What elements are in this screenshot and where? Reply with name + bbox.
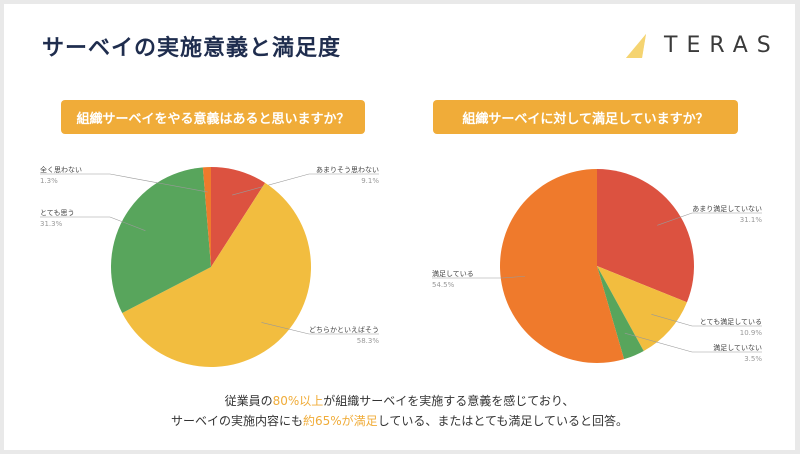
chart-2-leader-2 <box>651 313 762 327</box>
chart-2-label-1: あまり満足していない <box>692 205 762 213</box>
chart-2-leader-1 <box>657 212 762 226</box>
summary-2-text-c: している、またはとても満足していると回答。 <box>377 414 629 428</box>
chart-1-leader-2 <box>261 322 379 335</box>
chart-2-slice-1 <box>597 169 694 303</box>
chart-1-value-4: 1.3% <box>40 177 58 185</box>
chart-1-slice-4 <box>202 167 211 267</box>
question-2-text: 組織サーベイに対して満足していますか？ <box>462 111 709 127</box>
chart-2-value-1: 31.1% <box>740 216 763 224</box>
teras-logo: TERAS <box>624 32 784 62</box>
chart-1-slice-1 <box>211 167 266 267</box>
chart-2-label-4: 満足している <box>432 270 474 278</box>
chart-1-slice-2 <box>122 182 312 368</box>
chart-2-value-3: 3.5% <box>744 355 762 363</box>
chart-1-label-1: あまりそう思わない <box>316 166 379 174</box>
question-1-box: 組織サーベイをやる意義はあると思いますか？ <box>61 100 365 134</box>
chart-1-value-1: 9.1% <box>361 177 379 185</box>
chart-1-value-3: 31.3% <box>40 220 63 228</box>
summary-2-text-a: サーベイの実施内容にも <box>170 414 303 428</box>
chart-1-leader-3 <box>40 216 146 231</box>
summary-1-highlight: 80%以上 <box>272 394 324 408</box>
logo-mark-icon <box>626 34 646 58</box>
question-2-box: 組織サーベイに対して満足していますか？ <box>433 100 738 134</box>
chart-1-label-4: 全く思わない <box>40 165 82 174</box>
chart-1-value-2: 58.3% <box>357 337 380 345</box>
summary-line-1: 従業員の80%以上が組織サーベイを実施する意義を感じており、 <box>4 392 795 409</box>
chart-2-slice-4 <box>499 169 625 363</box>
question-1-text: 組織サーベイをやる意義はあると思いますか？ <box>76 111 350 127</box>
chart-2-leader-4 <box>432 275 525 279</box>
pie-charts: あまりそう思わない 9.1% どちらかといえばそう 58.3% とても思う 31.3% 全く… <box>40 165 763 368</box>
chart-2-slice-3 <box>597 266 644 360</box>
chart-1-leader-1 <box>232 173 379 196</box>
chart-2-slice-2 <box>597 266 687 352</box>
chart-2-value-4: 54.5% <box>432 281 455 289</box>
chart-1-slice-3 <box>110 167 211 313</box>
summary-1-text-c: が組織サーベイを実施する意義を感じており、 <box>323 394 575 408</box>
chart-1-label-3: とても思う <box>40 209 74 217</box>
logo-text: TERAS <box>664 33 780 58</box>
slide: サーベイの実施意義と満足度 TERAS 組織サーベイをやる意義はあると思いますか… <box>4 4 795 450</box>
chart-2-label-2: とても満足している <box>700 318 762 326</box>
chart-1-leader-4 <box>40 173 208 193</box>
chart-2-value-2: 10.9% <box>740 329 763 337</box>
chart-2-label-3: 満足していない <box>713 344 762 352</box>
summary-2-highlight: 約65%が満足 <box>303 414 378 428</box>
page-title: サーベイの実施意義と満足度 <box>42 36 342 61</box>
chart-1-label-2: どちらかといえばそう <box>309 325 379 334</box>
summary-1-text-a: 従業員の <box>224 394 273 408</box>
summary-line-2: サーベイの実施内容にも約65%が満足している、またはとても満足していると回答。 <box>4 412 795 429</box>
chart-2-leader-3 <box>624 332 762 353</box>
